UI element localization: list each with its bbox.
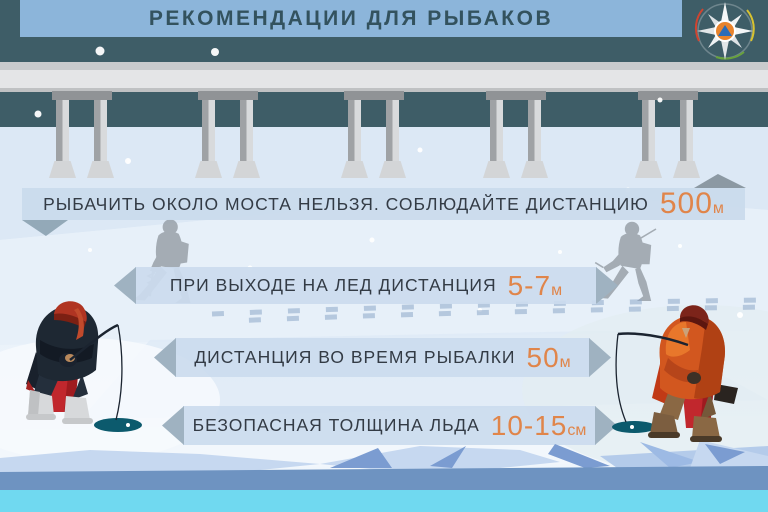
banner-text: БЕЗОПАСНАЯ ТОЛЩИНА ЛЬДА xyxy=(192,415,480,435)
fishing-rod xyxy=(617,332,689,347)
banner-number: 5-7 м xyxy=(507,269,563,301)
bridge-pier xyxy=(635,91,700,186)
bridge-deck-top xyxy=(0,62,768,70)
header-panel: РЕКОМЕНДАЦИИ ДЛЯ РЫБАКОВ xyxy=(20,0,682,37)
open-water xyxy=(0,490,768,512)
fisherman-orange-on-bucket xyxy=(612,305,738,442)
bridge-deck xyxy=(0,70,768,88)
banner-bridge-distance: РЫБАЧИТЬ ОКОЛО МОСТА НЕЛЬЗЯ. СОБЛЮДАЙТЕ … xyxy=(22,188,745,220)
bridge-pier xyxy=(483,91,548,186)
ice-hole xyxy=(94,418,142,432)
bridge-pier xyxy=(195,91,260,186)
fishing-line xyxy=(115,324,123,421)
banner-number: 50 м xyxy=(526,341,571,373)
banner-ice-entry-distance: ПРИ ВЫХОДЕ НА ЛЕД ДИСТАНЦИЯ 5-7 м xyxy=(114,267,618,304)
fisherman-dark-on-bucket xyxy=(26,301,142,432)
banner-number: 500 м xyxy=(659,187,724,220)
page-title: РЕКОМЕНДАЦИИ ДЛЯ РЫБАКОВ xyxy=(148,6,554,30)
banner-text: ПРИ ВЫХОДЕ НА ЛЕД ДИСТАНЦИЯ xyxy=(169,275,497,295)
bridge-pier xyxy=(49,91,114,186)
bridge-deck-edge xyxy=(0,88,768,92)
banner-fishing-distance: ДИСТАНЦИЯ ВО ВРЕМЯ РЫБАЛКИ 50 м xyxy=(154,338,611,377)
fishing-line xyxy=(615,333,627,423)
ice-water-edge xyxy=(0,440,768,512)
banner-number: 10-15 см xyxy=(490,409,587,441)
fishing-rod xyxy=(69,323,119,361)
bridge-pier xyxy=(341,91,406,186)
banner-text: РЫБАЧИТЬ ОКОЛО МОСТА НЕЛЬЗЯ. СОБЛЮДАЙТЕ … xyxy=(43,193,649,214)
dark-red-hat xyxy=(680,305,709,324)
emercom-star-icon xyxy=(694,2,755,60)
water-shadow-band xyxy=(0,466,768,493)
banner-text: ДИСТАНЦИЯ ВО ВРЕМЯ РЫБАЛКИ xyxy=(194,347,516,367)
